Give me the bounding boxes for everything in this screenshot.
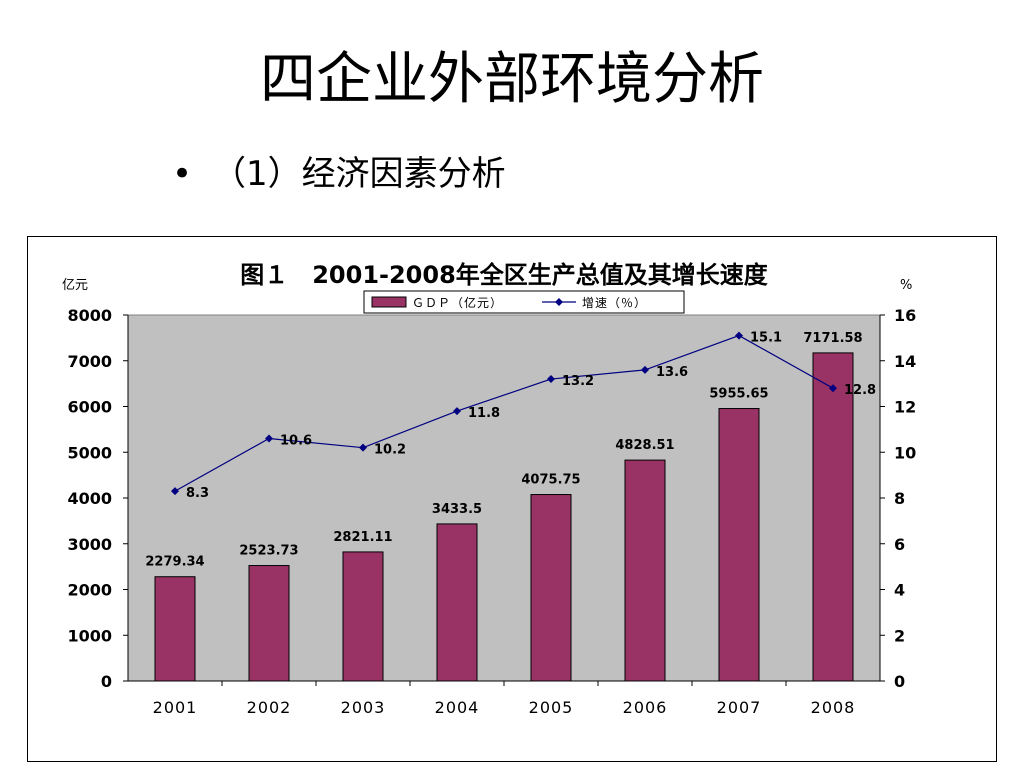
y-left-tick-label: 4000 — [67, 489, 112, 508]
gdp-data-label: 2523.73 — [239, 544, 298, 559]
gdp-data-label: 4828.51 — [615, 438, 674, 453]
legend-gdp-label: ＧＤＰ（亿元） — [412, 295, 503, 310]
y-right-tick-label: 6 — [894, 535, 905, 554]
growth-marker — [641, 365, 649, 374]
gdp-data-label: 2279.34 — [145, 555, 204, 570]
gdp-data-label: 7171.58 — [803, 331, 862, 346]
gdp-bar — [624, 459, 666, 682]
gdp-bar — [530, 494, 572, 682]
gdp-bar — [436, 523, 478, 682]
growth-data-label: 11.8 — [468, 406, 500, 421]
bullet-item: • （1）经济因素分析 — [172, 146, 506, 195]
gdp-bar — [812, 352, 854, 682]
y-left-tick-label: 6000 — [67, 398, 112, 417]
growth-marker — [735, 331, 743, 340]
chart-frame: 图１ 2001-2008年全区生产总值及其增长速度亿元% 0 1000 2000 300… — [27, 236, 997, 762]
y-left-tick-label: 8000 — [67, 306, 112, 325]
y-right-tick-label: 8 — [894, 489, 905, 508]
growth-data-label: 8.3 — [186, 486, 209, 501]
gdp-data-label: 4075.75 — [521, 473, 580, 488]
growth-data-label: 13.6 — [656, 365, 688, 380]
x-tick-label: 2001 — [153, 698, 198, 717]
y-left-tick-label: 3000 — [67, 535, 112, 554]
growth-data-label: 15.1 — [750, 331, 782, 346]
x-tick-label: 2008 — [811, 698, 856, 717]
x-tick-label: 2005 — [529, 698, 574, 717]
x-tick-label: 2006 — [623, 698, 668, 717]
y-right-axis-label: % — [900, 278, 912, 293]
bullet-symbol: • — [172, 154, 193, 194]
y-right-tick-label: 0 — [894, 672, 905, 691]
growth-marker — [547, 375, 555, 384]
gdp-data-label: 5955.65 — [709, 387, 768, 402]
gdp-bar — [718, 408, 760, 682]
y-right-tick-label: 12 — [894, 398, 916, 417]
y-left-tick-label: 7000 — [67, 352, 112, 371]
y-right-tick-label: 2 — [894, 626, 905, 645]
y-right-tick-label: 4 — [894, 581, 905, 600]
plot-area — [127, 314, 881, 682]
bullet-text: （1）经济因素分析 — [212, 154, 506, 194]
legend-growth-label: 增速（％） — [582, 296, 647, 310]
y-left-tick-label: 1000 — [67, 626, 112, 645]
growth-marker — [359, 443, 367, 452]
x-tick-label: 2007 — [717, 698, 762, 717]
growth-data-label: 13.2 — [562, 374, 594, 389]
x-tick-label: 2004 — [435, 698, 480, 717]
growth-data-label: 10.6 — [280, 434, 312, 449]
x-tick-label: 2002 — [247, 698, 292, 717]
y-right-tick-label: 10 — [894, 443, 916, 462]
growth-marker — [453, 407, 461, 416]
legend-box — [363, 290, 685, 314]
growth-data-label: 10.2 — [374, 443, 406, 458]
x-tick-label: 2003 — [341, 698, 386, 717]
gdp-bar — [342, 551, 384, 682]
y-right-tick-label: 16 — [894, 306, 916, 325]
gdp-bar — [154, 576, 196, 682]
gdp-bar — [248, 565, 290, 682]
y-left-tick-label: 5000 — [67, 443, 112, 462]
growth-marker — [171, 487, 179, 496]
growth-line — [174, 334, 834, 492]
growth-marker — [265, 434, 273, 443]
y-left-tick-label: 0 — [101, 672, 112, 691]
gdp-data-label: 2821.11 — [333, 530, 392, 545]
growth-data-label: 12.8 — [844, 383, 876, 398]
y-left-axis-label: 亿元 — [62, 278, 88, 293]
y-right-tick-label: 14 — [894, 352, 916, 371]
slide-title: 四企业外部环境分析 — [260, 47, 764, 112]
legend-gdp-swatch — [371, 296, 407, 308]
gdp-data-label: 3433.5 — [432, 502, 482, 517]
legend-growth-marker — [555, 298, 563, 306]
y-left-tick-label: 2000 — [67, 581, 112, 600]
growth-marker — [829, 384, 837, 393]
chart-title: 图１ 2001-2008年全区生产总值及其增长速度 — [240, 261, 769, 289]
